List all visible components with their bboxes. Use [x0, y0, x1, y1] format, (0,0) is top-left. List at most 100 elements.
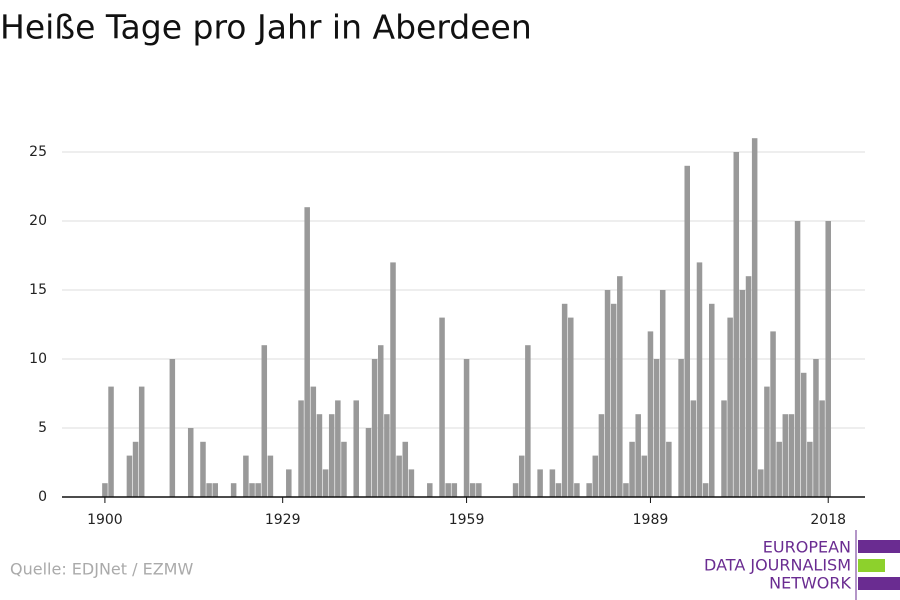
source: Quelle: EDJNet / EZMW [10, 560, 193, 579]
bar [727, 317, 733, 497]
x-tick-label: 1959 [449, 512, 485, 528]
bar [788, 414, 795, 497]
y-tick-label: 20 [29, 213, 47, 229]
bar [666, 441, 672, 497]
bar [328, 414, 335, 497]
logo: EUROPEAN DATA JOURNALISM NETWORK [704, 530, 900, 600]
bar [764, 386, 770, 497]
bar [476, 483, 482, 497]
bar [739, 290, 746, 497]
y-tick-label: 10 [29, 351, 47, 367]
bar [604, 290, 611, 497]
bar [126, 455, 133, 497]
x-tick-label: 2018 [810, 512, 846, 528]
bar [371, 359, 378, 497]
bar [721, 400, 727, 497]
bar [782, 414, 789, 497]
bar [690, 400, 697, 497]
bar [770, 331, 776, 497]
bar [751, 138, 758, 497]
bar [322, 469, 329, 497]
bar [267, 455, 274, 497]
bar [463, 359, 470, 497]
x-tick-label: 1989 [633, 512, 669, 528]
bar [230, 483, 237, 497]
bar [776, 441, 782, 497]
bar [653, 359, 660, 497]
bar [353, 400, 359, 497]
bar [549, 469, 556, 497]
bar [629, 441, 635, 497]
bar [807, 441, 813, 497]
bar [586, 483, 592, 497]
bar [568, 317, 574, 497]
bar [138, 386, 145, 497]
bar [555, 483, 562, 497]
bar [377, 345, 384, 497]
bar [427, 483, 433, 497]
bar [439, 317, 445, 497]
bar [819, 400, 825, 497]
logo-bar [858, 559, 885, 572]
bar [678, 359, 684, 497]
bar [132, 441, 139, 497]
bar [525, 345, 531, 497]
bar [684, 165, 690, 498]
bar [592, 455, 599, 497]
bar [813, 359, 819, 497]
bar [335, 400, 341, 497]
bar [610, 303, 617, 497]
bar [451, 483, 458, 497]
bar [469, 483, 476, 497]
y-tick-label: 5 [38, 420, 47, 436]
bar [794, 221, 801, 497]
logo-text: NETWORK [769, 574, 851, 593]
logo-bar [858, 577, 900, 590]
bar [800, 372, 807, 497]
bar [659, 290, 666, 497]
bar [623, 483, 629, 497]
bar [598, 414, 605, 497]
bar [243, 455, 249, 497]
x-tick-label: 1900 [87, 512, 123, 528]
bar [758, 469, 764, 497]
y-tick-label: 0 [38, 489, 47, 505]
bar [745, 276, 752, 497]
bar [255, 483, 261, 497]
bar [641, 455, 648, 497]
logo-text: EUROPEAN [763, 538, 851, 557]
bar [298, 400, 304, 497]
bar [396, 455, 402, 497]
bar [445, 483, 451, 497]
y-tick-label: 15 [29, 282, 47, 298]
bar [512, 483, 519, 497]
bar [316, 414, 323, 497]
bar [187, 428, 194, 497]
bar [561, 303, 568, 497]
bar [286, 469, 292, 497]
bar [708, 303, 715, 497]
bar [206, 483, 212, 497]
bar [102, 483, 108, 497]
bar [402, 441, 409, 497]
bar [647, 331, 654, 497]
bar [341, 441, 347, 497]
bar [108, 386, 114, 497]
bar [617, 276, 623, 497]
logo-bar [858, 540, 900, 553]
logo-text: DATA JOURNALISM [704, 556, 851, 575]
bar [169, 359, 176, 497]
bar [825, 221, 831, 497]
bar [537, 469, 543, 497]
bar [408, 469, 415, 497]
bar [365, 428, 372, 497]
bar [702, 483, 709, 497]
bar [304, 207, 310, 497]
bar [574, 483, 580, 497]
bar [635, 414, 641, 497]
bar [384, 414, 390, 497]
bar [249, 483, 255, 497]
bar [696, 262, 703, 497]
x-tick-label: 1929 [265, 512, 301, 528]
